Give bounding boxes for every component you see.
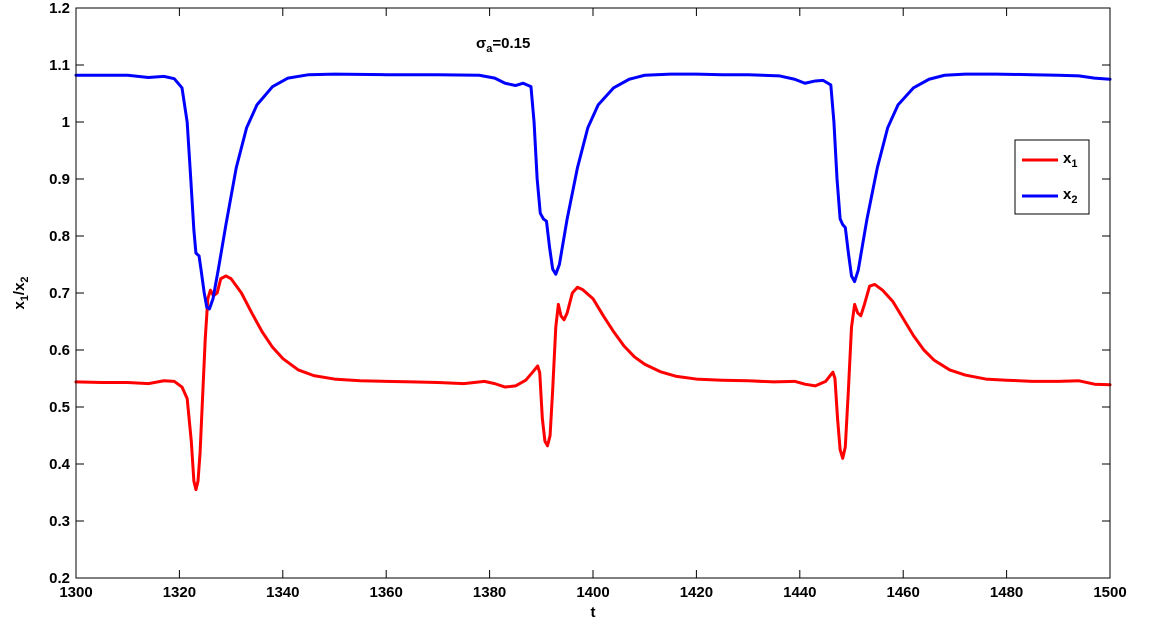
y-tick-label: 0.2 — [49, 570, 70, 587]
y-tick-label: 0.6 — [49, 342, 70, 359]
legend: x1 x2 — [1014, 139, 1090, 215]
x-tick-label: 1360 — [370, 584, 403, 601]
x-tick-label: 1460 — [887, 584, 920, 601]
y-tick-label: 0.5 — [49, 399, 70, 416]
x-tick-label: 1400 — [576, 584, 609, 601]
legend-box — [1014, 139, 1090, 215]
x-tick-label: 1500 — [1093, 584, 1126, 601]
x-tick-label: 1440 — [783, 584, 816, 601]
x-tick-label: 1300 — [59, 584, 92, 601]
y-tick-label: 0.9 — [49, 171, 70, 188]
y-tick-label: 0.4 — [49, 456, 71, 473]
series-layer — [74, 72, 1112, 492]
y-axis-title: x1/x2 — [11, 276, 31, 309]
y-tick-label: 1.2 — [49, 0, 70, 17]
x-tick-label: 1420 — [680, 584, 713, 601]
series-line-x2 — [74, 72, 1112, 311]
plot-area — [76, 8, 1110, 578]
x-tick-label: 1480 — [990, 584, 1023, 601]
y-tick-label: 0.3 — [49, 513, 70, 530]
y-tick-label: 0.7 — [49, 285, 70, 302]
annotation-sigma: σa=0.15 — [476, 35, 530, 55]
legend-label-x1: x1 — [1063, 150, 1077, 170]
ticks-layer: 1300 1320 1340 1360 1380 1400 1420 1440 1460 1480… — [49, 0, 1127, 601]
x-tick-label: 1380 — [473, 584, 506, 601]
legend-label-x2: x2 — [1063, 186, 1077, 206]
y-tick-label: 1 — [62, 114, 70, 131]
y-tick-label: 1.1 — [49, 57, 70, 74]
x-tick-label: 1340 — [266, 584, 299, 601]
y-tick-label: 0.8 — [49, 228, 70, 245]
x-tick-label: 1320 — [163, 584, 196, 601]
x-axis-title: t — [591, 604, 596, 621]
